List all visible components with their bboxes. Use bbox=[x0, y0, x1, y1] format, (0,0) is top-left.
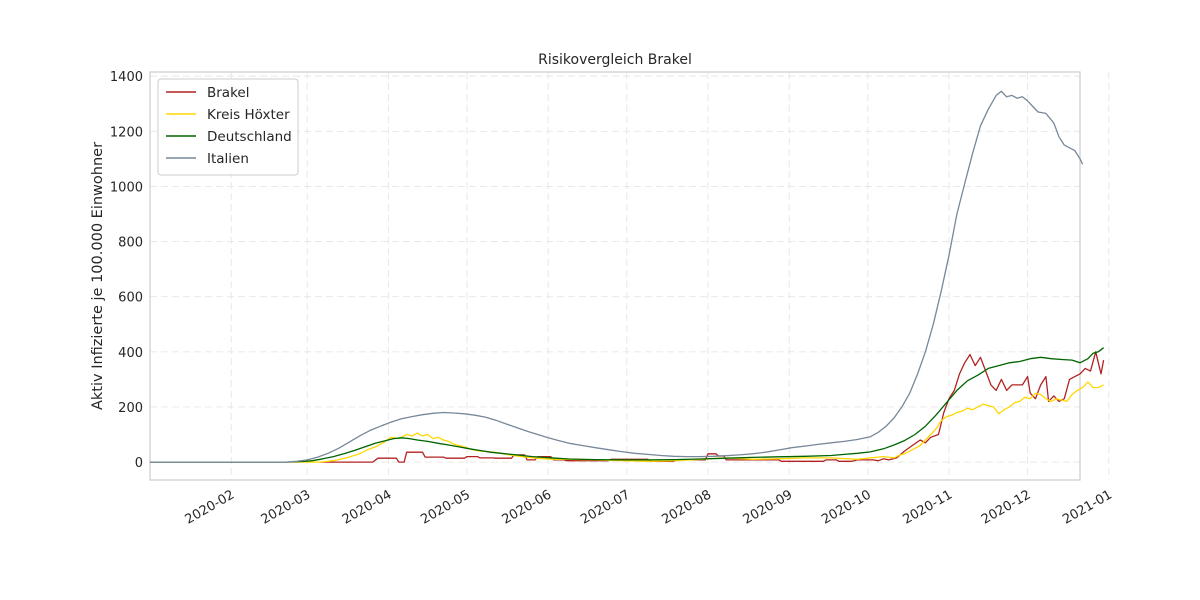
legend-label: Brakel bbox=[207, 85, 249, 101]
series-group bbox=[150, 90, 1105, 463]
y-tick-label: 0 bbox=[135, 456, 143, 471]
legend-label: Kreis Höxter bbox=[207, 107, 290, 123]
y-tick-label: 600 bbox=[118, 291, 143, 306]
legend-box bbox=[157, 78, 299, 176]
y-tick-label: 1400 bbox=[110, 70, 143, 85]
series-line-kreis-h-xter bbox=[286, 381, 1104, 463]
series-line-italien bbox=[150, 90, 1084, 463]
y-tick-label: 400 bbox=[118, 346, 143, 361]
y-tick-label: 800 bbox=[118, 236, 143, 251]
y-axis-label: Aktiv Infizierte je 100.000 Einwohner bbox=[90, 142, 106, 410]
y-axis: 0 200 400 600 800 1000 1200 1400 bbox=[110, 70, 143, 471]
y-tick-label: 1200 bbox=[110, 125, 143, 140]
series-line-brakel bbox=[320, 351, 1105, 463]
chart-title: Risikovergleich Brakel bbox=[538, 52, 692, 68]
y-tick-label: 200 bbox=[118, 401, 143, 416]
y-tick-label: 1000 bbox=[110, 180, 143, 195]
plot-frame bbox=[149, 71, 1081, 481]
legend: Brakel Kreis Höxter Deutschland Italien bbox=[157, 78, 299, 176]
legend-label: Italien bbox=[207, 151, 249, 167]
series-line-deutschland bbox=[150, 347, 1104, 463]
legend-label: Deutschland bbox=[207, 129, 292, 145]
